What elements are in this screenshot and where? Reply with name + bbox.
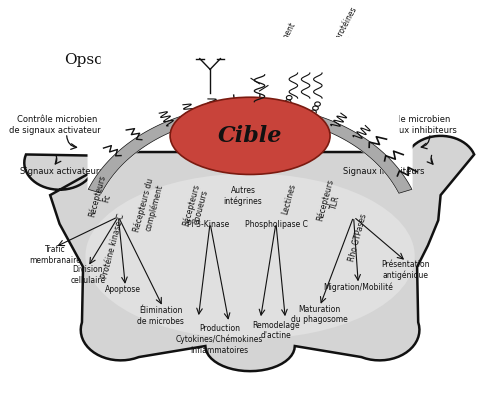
Text: Maturation
du phagosome: Maturation du phagosome: [291, 305, 348, 324]
Text: IgG: IgG: [203, 52, 217, 60]
Polygon shape: [24, 136, 474, 371]
Text: Apoptose: Apoptose: [105, 285, 141, 294]
Text: Récepteurs du
complément: Récepteurs du complément: [132, 177, 166, 236]
Ellipse shape: [86, 173, 415, 339]
Text: Récepteurs
éboueurs: Récepteurs éboueurs: [181, 183, 211, 229]
Text: Protéine kinase C: Protéine kinase C: [101, 213, 127, 280]
Text: Complément: Complément: [266, 20, 298, 67]
Text: Récepteurs
Fc: Récepteurs Fc: [87, 173, 117, 220]
Polygon shape: [88, 37, 412, 189]
Text: Autres protéines
du sérum: Autres protéines du sérum: [321, 6, 368, 71]
Text: Récepteurs
TLR: Récepteurs TLR: [315, 178, 345, 225]
Text: Phospholipase C: Phospholipase C: [244, 220, 307, 229]
Text: Opsonines: Opsonines: [64, 54, 144, 67]
Polygon shape: [88, 105, 412, 193]
Text: Production
Cytokines/Chémokines
inflammatoires: Production Cytokines/Chémokines inflamma…: [176, 324, 263, 355]
Text: Élimination
de microbes: Élimination de microbes: [137, 306, 184, 326]
Text: Présentation
antigénique: Présentation antigénique: [381, 260, 430, 280]
Ellipse shape: [170, 97, 330, 174]
Text: Lectines: Lectines: [280, 183, 297, 216]
Text: Division
cellulaire: Division cellulaire: [70, 265, 105, 285]
Text: Contrôle microbien
de signaux activateurs: Contrôle microbien de signaux activateur…: [9, 116, 105, 135]
Polygon shape: [102, 37, 399, 193]
Text: Remodelage
d'actine: Remodelage d'actine: [252, 321, 300, 340]
Text: Signaux activateurs: Signaux activateurs: [19, 167, 104, 176]
Text: Trafic
membranaire: Trafic membranaire: [29, 245, 81, 265]
Text: Signaux inhibiteurs: Signaux inhibiteurs: [343, 167, 424, 176]
Text: Cible: Cible: [218, 125, 282, 147]
Text: Rho GTPases: Rho GTPases: [347, 213, 369, 263]
Text: Migration/Mobilité: Migration/Mobilité: [323, 282, 393, 291]
Text: Contrôle microbien
de signaux inhibiteurs: Contrôle microbien de signaux inhibiteur…: [363, 116, 457, 135]
Text: Pi 3-Kinase: Pi 3-Kinase: [187, 220, 229, 229]
Text: Autres
intégrines: Autres intégrines: [224, 186, 262, 206]
